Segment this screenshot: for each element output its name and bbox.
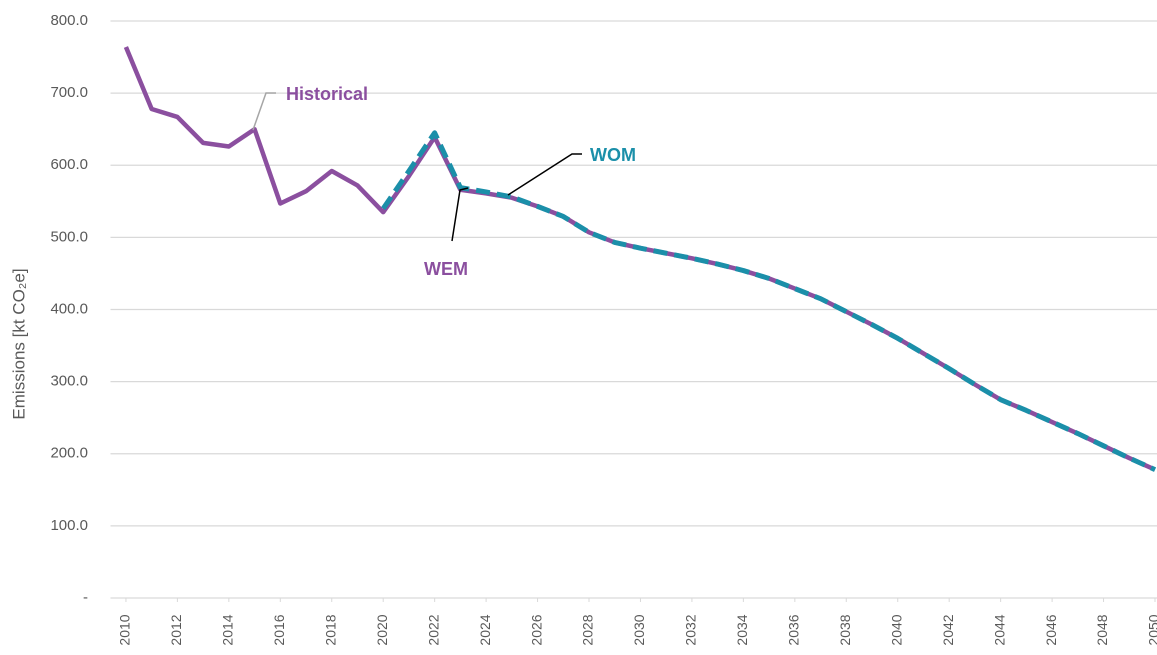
- y-tick-label: 200.0: [50, 445, 88, 462]
- x-tick-label: 2040: [888, 614, 904, 645]
- series-label: WEM: [424, 259, 468, 279]
- x-tick-label: 2026: [528, 614, 544, 645]
- x-tick-label: 2020: [374, 614, 390, 645]
- y-tick-label: 600.0: [50, 156, 88, 173]
- series-label: WOM: [590, 145, 636, 165]
- x-tick-label: 2050: [1146, 614, 1157, 645]
- y-tick-label: 500.0: [50, 228, 88, 245]
- x-tick-label: 2046: [1043, 614, 1059, 645]
- y-tick-label: 300.0: [50, 373, 88, 390]
- x-tick-label: 2024: [477, 614, 493, 645]
- x-tick-label: 2044: [991, 614, 1007, 645]
- x-tick-label: 2028: [580, 614, 596, 645]
- y-tick-label: 100.0: [50, 517, 88, 534]
- x-tick-label: 2036: [786, 614, 802, 645]
- x-tick-label: 2034: [734, 614, 750, 645]
- x-tick-label: 2038: [837, 614, 853, 645]
- series-line: [123, 46, 437, 215]
- y-axis-label: Emissions [kt CO₂e]: [9, 268, 28, 419]
- y-tick-label: 700.0: [50, 84, 88, 101]
- x-tick-label: 2010: [117, 614, 133, 645]
- leader-line: [252, 92, 276, 131]
- x-tick-label: 2032: [683, 614, 699, 645]
- leader-line: [507, 153, 582, 196]
- series-line: [381, 130, 1157, 472]
- series-line: [432, 136, 1156, 472]
- y-tick-label: 400.0: [50, 300, 88, 317]
- x-tick-label: 2018: [322, 614, 338, 645]
- y-tick-label: 800.0: [50, 12, 88, 29]
- x-tick-label: 2014: [220, 614, 236, 645]
- x-tick-label: 2030: [631, 614, 647, 645]
- x-tick-label: 2048: [1094, 614, 1110, 645]
- x-tick-label: 2022: [425, 614, 441, 645]
- leader-line: [451, 187, 469, 242]
- y-tick-label: -: [83, 589, 88, 606]
- x-tick-label: 2012: [168, 614, 184, 645]
- x-tick-label: 2016: [271, 614, 287, 645]
- x-tick-label: 2042: [940, 614, 956, 645]
- series-label: Historical: [286, 84, 368, 104]
